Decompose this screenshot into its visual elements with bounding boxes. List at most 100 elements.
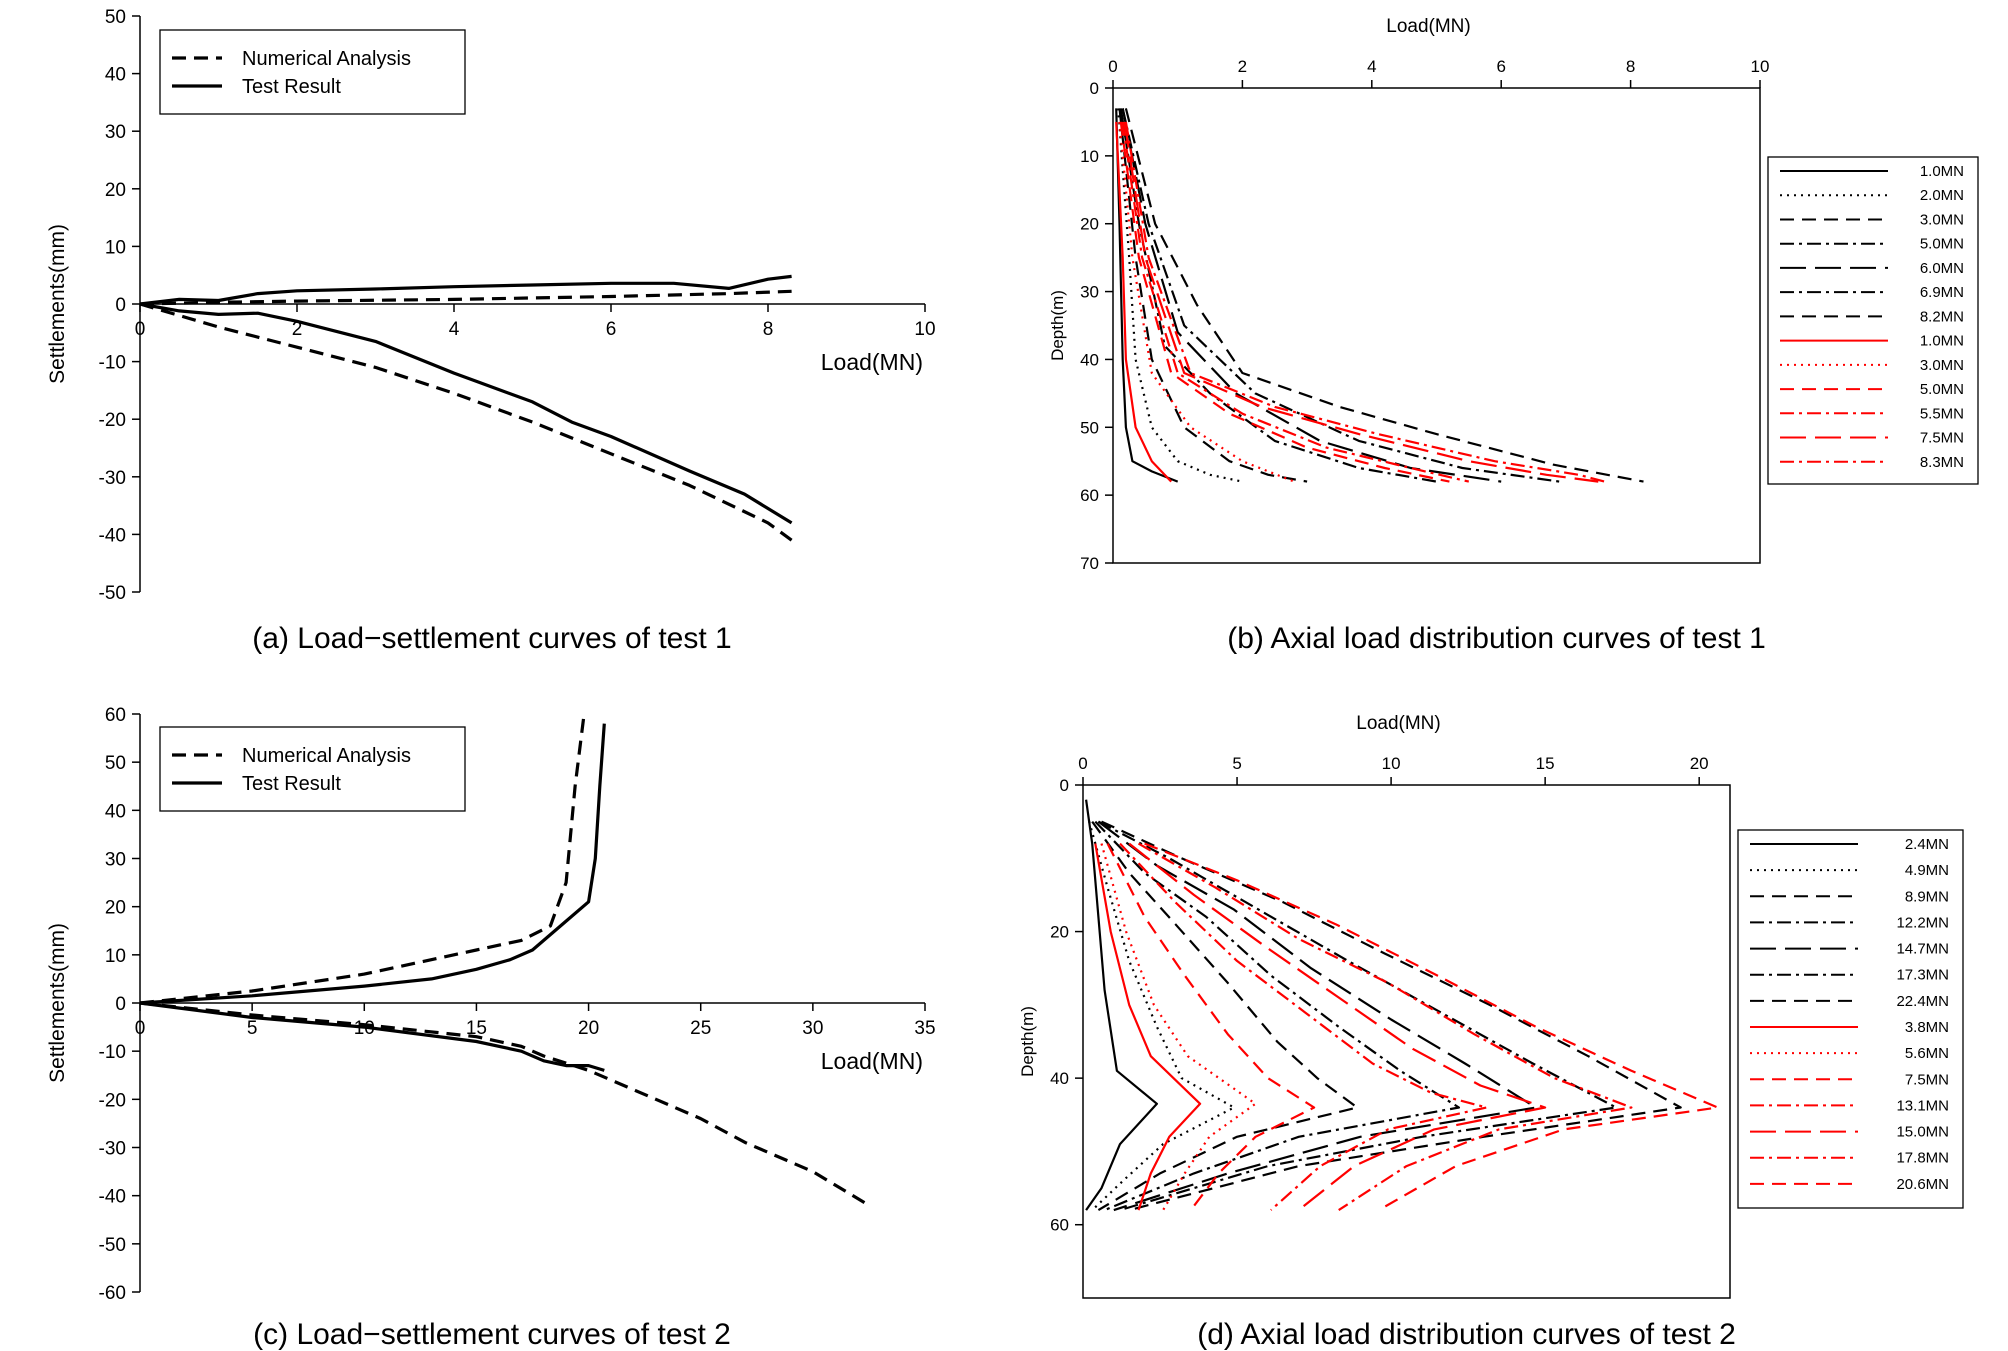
legend-label: 3.0MN bbox=[1920, 211, 1964, 228]
y-tick-label: 50 bbox=[105, 7, 126, 28]
y-tick-label: -10 bbox=[99, 1042, 126, 1063]
series-line-8-2mn bbox=[1124, 108, 1644, 483]
y-tick-label: 20 bbox=[1080, 215, 1099, 234]
y-tick-label: -40 bbox=[99, 525, 126, 546]
x-tick-label: 5 bbox=[247, 1018, 258, 1039]
x-tick-label: 30 bbox=[802, 1018, 823, 1039]
y-tick-label: 20 bbox=[1050, 923, 1069, 942]
y-tick-label: 60 bbox=[1080, 486, 1099, 505]
y-tick-label: 40 bbox=[1080, 350, 1099, 369]
legend: 2.4MN 4.9MN 8.9MN 12.2MN 14.7MN 17.3MN 22.4MN 3… bbox=[1737, 829, 1964, 1209]
series-line-1-0mn bbox=[1115, 121, 1172, 483]
legend-label: Numerical Analysis bbox=[242, 48, 411, 70]
series-line-5-5mn bbox=[1121, 121, 1470, 483]
x-tick-label: 8 bbox=[763, 319, 774, 340]
x-tick-label: 4 bbox=[449, 319, 460, 340]
legend-box bbox=[1737, 829, 1964, 1209]
x-tick-label: 0 bbox=[135, 1018, 146, 1039]
y-tick-label: -60 bbox=[99, 1283, 126, 1304]
legend-label: 13.1MN bbox=[1896, 1097, 1949, 1114]
series-line-numerical-analysis bbox=[139, 713, 586, 1005]
series-line-17-3mn bbox=[1097, 820, 1618, 1212]
x-tick-label: 25 bbox=[690, 1018, 711, 1039]
x-tick-label: 6 bbox=[606, 319, 617, 340]
legend-label: 5.6MN bbox=[1905, 1045, 1949, 1062]
legend-label: 22.4MN bbox=[1896, 993, 1949, 1010]
legend-label: 2.0MN bbox=[1920, 187, 1964, 204]
x-tick-label: 5 bbox=[1232, 754, 1241, 773]
x-tick-label: 6 bbox=[1496, 57, 1505, 76]
legend-label: 2.4MN bbox=[1905, 836, 1949, 853]
x-tick-label: 20 bbox=[578, 1018, 599, 1039]
legend-label: Test Result bbox=[242, 76, 341, 98]
y-tick-label: 30 bbox=[105, 850, 126, 871]
legend-label: 7.5MN bbox=[1920, 430, 1964, 447]
series-line-4-9mn bbox=[1088, 821, 1236, 1211]
series-line-1-0mn bbox=[1115, 108, 1179, 483]
series-line-6-0mn bbox=[1121, 108, 1502, 483]
y-tick-label: 20 bbox=[105, 898, 126, 919]
legend-label: 20.6MN bbox=[1896, 1176, 1949, 1193]
x-tick-label: 15 bbox=[1536, 754, 1555, 773]
x-axis-label: Load(MN) bbox=[1386, 16, 1470, 37]
series-line-numerical-analysis bbox=[139, 1001, 870, 1207]
panel-caption: (c) Load−settlement curves of test 2 bbox=[253, 1318, 731, 1351]
legend-label: 3.8MN bbox=[1905, 1019, 1949, 1036]
legend-label: 12.2MN bbox=[1896, 914, 1949, 931]
series-line-numerical-analysis bbox=[139, 289, 792, 306]
series-line-test-result bbox=[139, 1001, 605, 1072]
y-tick-label: 40 bbox=[105, 65, 126, 86]
x-tick-label: 4 bbox=[1367, 57, 1376, 76]
panel-caption: (d) Axial load distribution curves of te… bbox=[1197, 1318, 1736, 1351]
y-tick-label: 0 bbox=[1060, 776, 1069, 795]
y-axis-label: Settlements(mm) bbox=[46, 224, 69, 384]
y-tick-label: 50 bbox=[1080, 418, 1099, 437]
series-line-15-0mn bbox=[1128, 842, 1547, 1211]
legend-label: 17.3MN bbox=[1896, 967, 1949, 984]
y-tick-label: 40 bbox=[1050, 1069, 1069, 1088]
series-line-8-9mn bbox=[1091, 820, 1359, 1212]
y-tick-label: 70 bbox=[1080, 554, 1099, 573]
x-tick-label: 0 bbox=[135, 319, 146, 340]
y-tick-label: -10 bbox=[99, 353, 126, 374]
y-tick-label: 0 bbox=[1090, 79, 1099, 98]
y-tick-label: 0 bbox=[115, 295, 126, 316]
y-tick-label: -30 bbox=[99, 468, 126, 489]
x-axis-label: Load(MN) bbox=[821, 349, 923, 375]
y-tick-label: 40 bbox=[105, 801, 126, 822]
y-tick-label: 10 bbox=[105, 946, 126, 967]
y-tick-label: -50 bbox=[99, 1235, 126, 1256]
legend-label: 3.0MN bbox=[1920, 357, 1964, 374]
x-tick-label: 2 bbox=[292, 319, 303, 340]
series-line-test-result bbox=[139, 274, 792, 306]
legend: Numerical Analysis Test Result bbox=[159, 29, 466, 115]
series-line-test-result bbox=[139, 723, 606, 1005]
series-line-5-0mn bbox=[1119, 108, 1437, 483]
chart-panel-a: -50 -40 -30 -20 -10 0 10 20 30 40 50 0 2 4 6 8 10 Load(MN… bbox=[46, 7, 936, 655]
y-axis-label: Depth(m) bbox=[1018, 1006, 1037, 1077]
series-line-22-4mn bbox=[1101, 820, 1682, 1212]
y-tick-label: -50 bbox=[99, 583, 126, 604]
legend-label: 14.7MN bbox=[1896, 941, 1949, 958]
y-tick-label: -20 bbox=[99, 1090, 126, 1111]
legend-label: Numerical Analysis bbox=[242, 745, 411, 767]
series-line-2-4mn bbox=[1085, 799, 1158, 1211]
series-line-5-6mn bbox=[1100, 843, 1257, 1211]
y-tick-label: -40 bbox=[99, 1187, 126, 1208]
series-line-2-0mn bbox=[1117, 108, 1243, 483]
series-line-3-0mn bbox=[1118, 121, 1295, 483]
chart-panel-b: 0 2 4 6 8 10 0 10 20 30 40 50 60 70 Load(MN) Depth(m) 1.… bbox=[1048, 16, 1979, 655]
plot-frame bbox=[1082, 784, 1731, 1299]
x-tick-label: 2 bbox=[1238, 57, 1247, 76]
legend-label: Test Result bbox=[242, 773, 341, 795]
legend-label: 15.0MN bbox=[1896, 1124, 1949, 1141]
legend-label: 8.3MN bbox=[1920, 454, 1964, 471]
series-line-7-5mn bbox=[1123, 121, 1599, 483]
x-tick-label: 20 bbox=[1690, 754, 1709, 773]
legend-label: 8.2MN bbox=[1920, 308, 1964, 325]
x-tick-label: 0 bbox=[1108, 57, 1117, 76]
panel-caption: (a) Load−settlement curves of test 1 bbox=[252, 622, 731, 655]
y-tick-label: 0 bbox=[115, 994, 126, 1015]
